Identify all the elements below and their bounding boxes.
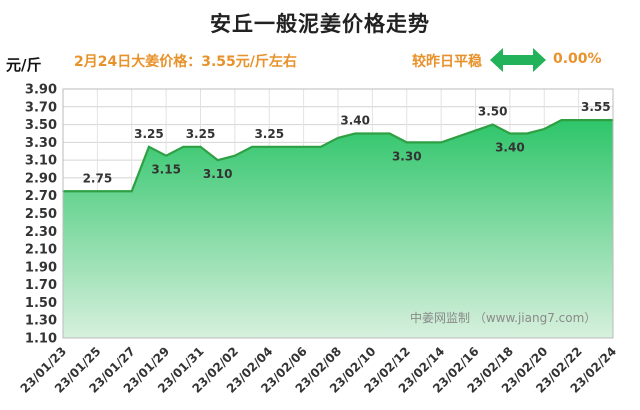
watermark: 中姜网监制 （www.jiang7.com） <box>410 310 596 325</box>
y-tick-label: 3.70 <box>25 100 57 115</box>
data-point <box>388 132 391 135</box>
y-tick-label: 2.10 <box>25 243 57 258</box>
data-point <box>337 137 339 139</box>
data-point <box>182 146 185 148</box>
data-label: 3.40 <box>340 113 370 127</box>
data-point <box>148 146 150 148</box>
y-tick-label: 3.50 <box>25 118 57 133</box>
y-tick-label: 1.70 <box>25 278 57 293</box>
data-point <box>509 132 511 135</box>
data-point <box>405 141 408 144</box>
data-point <box>320 146 322 148</box>
data-point <box>130 190 133 193</box>
y-tick-label: 3.90 <box>25 83 57 98</box>
double-arrow-icon <box>490 48 546 72</box>
y-tick-label: 2.70 <box>25 189 57 204</box>
chart-title: 安丘一般泥姜价格走势 <box>210 12 430 36</box>
y-tick-label: 1.10 <box>25 332 57 347</box>
data-point <box>491 123 494 126</box>
price-info: 2月24日大姜价格：3.55元/斤左右 <box>74 54 297 70</box>
data-label: 3.30 <box>392 149 422 163</box>
data-point <box>216 159 219 161</box>
data-point <box>543 128 546 130</box>
y-tick-label: 3.10 <box>25 154 57 169</box>
data-point <box>354 132 356 135</box>
data-label: 3.25 <box>186 127 216 141</box>
y-tick-label: 1.30 <box>25 314 57 329</box>
data-point <box>440 141 442 144</box>
y-axis-unit: 元/斤 <box>6 56 42 74</box>
data-label: 3.25 <box>254 127 284 141</box>
data-point <box>560 119 563 121</box>
y-tick-label: 1.50 <box>25 296 57 311</box>
data-label: 3.25 <box>134 127 164 141</box>
change-percent: 0.00% <box>553 51 602 67</box>
data-label: 3.55 <box>581 100 611 114</box>
plot-frame <box>62 88 614 339</box>
y-tick-label: 2.90 <box>25 171 57 186</box>
data-label: 3.15 <box>151 163 181 177</box>
data-point <box>234 154 236 157</box>
data-point <box>251 146 253 148</box>
price-area <box>63 120 613 338</box>
data-point <box>199 146 202 148</box>
data-point <box>165 154 167 157</box>
data-label: 3.10 <box>203 167 233 181</box>
data-label: 3.40 <box>495 140 525 154</box>
y-tick-label: 3.30 <box>25 136 57 151</box>
compare-label: 较昨日平稳 <box>412 54 482 70</box>
data-point <box>526 132 528 135</box>
y-tick-label: 1.90 <box>25 260 57 275</box>
data-label: 2.75 <box>83 171 113 185</box>
y-tick-label: 2.50 <box>25 207 57 222</box>
y-tick-label: 2.30 <box>25 225 57 240</box>
data-label: 3.50 <box>478 105 508 119</box>
